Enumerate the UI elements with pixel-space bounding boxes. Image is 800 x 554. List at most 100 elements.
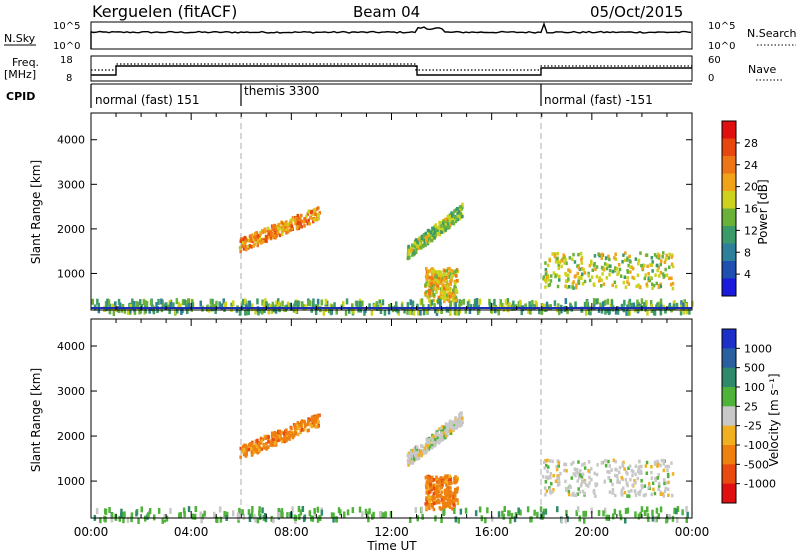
velocity-echo-cell [432, 496, 435, 501]
power-echo-cell [266, 226, 270, 231]
power-echo-cell [256, 306, 260, 313]
velocity-echo-cell [311, 419, 314, 423]
velocity-echo-cell [640, 479, 643, 483]
velocity-echo-cell [427, 492, 430, 496]
velocity-echo-cell [247, 447, 251, 452]
power-echo-cell [580, 257, 583, 262]
velocity-echo-cell [657, 513, 660, 520]
power-echo-cell [273, 226, 276, 230]
power-echo-cell [424, 274, 428, 278]
power-echo-cell [311, 217, 314, 221]
power-echo-cell [520, 309, 523, 316]
power-echo-cell [294, 221, 297, 226]
power-echo-cell [426, 269, 430, 273]
power-ylabel: Slant Range [km] [29, 160, 43, 264]
nsky-tick-top: 10^5 [53, 21, 80, 32]
velocity-echo-cell [629, 477, 632, 482]
velocity-echo-cell [583, 462, 586, 466]
power-echo-cell [614, 257, 618, 261]
velocity-echo-cell [631, 469, 635, 474]
station-title: Kerguelen (fitACF) [92, 2, 237, 21]
velocity-echo-cell [461, 420, 464, 425]
power-echo-cell [564, 284, 567, 288]
power-echo-cell [478, 298, 482, 305]
power-echo-cell [531, 299, 534, 306]
velocity-echo-cell [549, 476, 552, 480]
power-echo-cell [240, 242, 244, 247]
velocity-echo-cell [486, 507, 489, 514]
velocity-echo-cell [262, 445, 266, 450]
velocity-echo-cell [420, 453, 423, 458]
velocity-echo-cell [544, 508, 548, 515]
power-echo-cell [306, 300, 310, 307]
power-echo-cell [239, 237, 243, 241]
power-echo-cell [554, 274, 557, 279]
velocity-echo-cell [436, 439, 439, 443]
power-echo-cell [670, 306, 673, 313]
velocity-echo-cell [445, 492, 448, 497]
velocity-echo-cell [434, 489, 438, 493]
velocity-echo-cell [428, 440, 431, 444]
power-echo-cell [304, 219, 308, 223]
freq-tick-top: 18 [60, 55, 73, 66]
velocity-echo-cell [281, 430, 284, 435]
power-echo-cell [448, 225, 451, 230]
velocity-echo-cell [435, 475, 438, 479]
power-echo-cell [106, 299, 109, 305]
power-echo-cell [660, 259, 663, 263]
power-echo-cell [434, 228, 437, 232]
power-echo-cell [142, 299, 146, 306]
velocity-echo-cell [580, 482, 583, 487]
power-echo-cell [457, 210, 461, 214]
power-echo-cell [427, 280, 431, 284]
power-echo-cell [426, 229, 430, 233]
velocity-echo-cell [263, 434, 266, 439]
velocity-echo-cell [408, 456, 411, 461]
velocity-echo-cell [544, 493, 547, 497]
nsky-trace [90, 21, 692, 49]
velocity-echo-cell [317, 413, 320, 417]
velocity-echo-cell [130, 516, 133, 523]
power-echo-cell [443, 290, 446, 295]
velocity-echo-cell [555, 464, 558, 469]
power-echo-cell [437, 270, 441, 274]
nsky-tick-bottom: 10^0 [53, 41, 80, 52]
power-echo-cell [395, 301, 398, 308]
power-echo-cell [361, 300, 364, 307]
velocity-echo-cell [440, 490, 443, 495]
velocity-echo-cell [449, 477, 453, 482]
velocity-echo-cell [291, 433, 294, 437]
power-echo-cell [551, 252, 554, 256]
power-echo-cell [659, 262, 662, 267]
power-echo-cell [318, 211, 321, 215]
velocity-echo-cell [298, 513, 301, 520]
velocity-echo-cell [557, 480, 561, 485]
velocity-echo-cell [445, 483, 448, 487]
velocity-echo-cell [296, 424, 299, 429]
power-echo-cell [306, 221, 309, 226]
power-echo-cell [555, 273, 559, 277]
velocity-echo-cell [432, 494, 435, 498]
velocity-echo-cell [446, 503, 450, 508]
power-echo-cell [671, 253, 674, 257]
velocity-echo-cell [590, 477, 593, 482]
velocity-echo-cell [509, 517, 512, 524]
power-echo-cell [430, 270, 434, 274]
power-colorbar-swatch [722, 208, 736, 227]
power-echo-cell [587, 271, 590, 276]
power-echo-cell [576, 264, 579, 268]
velocity-echo-cell [306, 428, 309, 433]
velocity-echo-cell [312, 416, 316, 420]
power-echo-cell [567, 277, 570, 281]
velocity-echo-cell [292, 433, 296, 438]
power-echo-cell [655, 255, 659, 259]
velocity-echo-cell [574, 493, 578, 498]
power-echo-cell [286, 224, 289, 229]
power-echo-cell [436, 278, 439, 283]
velocity-echo-cell [581, 479, 584, 484]
velocity-echo-cell [332, 516, 335, 523]
velocity-echo-cell [440, 436, 443, 441]
power-echo-cell [548, 258, 551, 263]
date-title: 05/Oct/2015 [590, 3, 683, 21]
velocity-echo-cell [135, 510, 138, 517]
